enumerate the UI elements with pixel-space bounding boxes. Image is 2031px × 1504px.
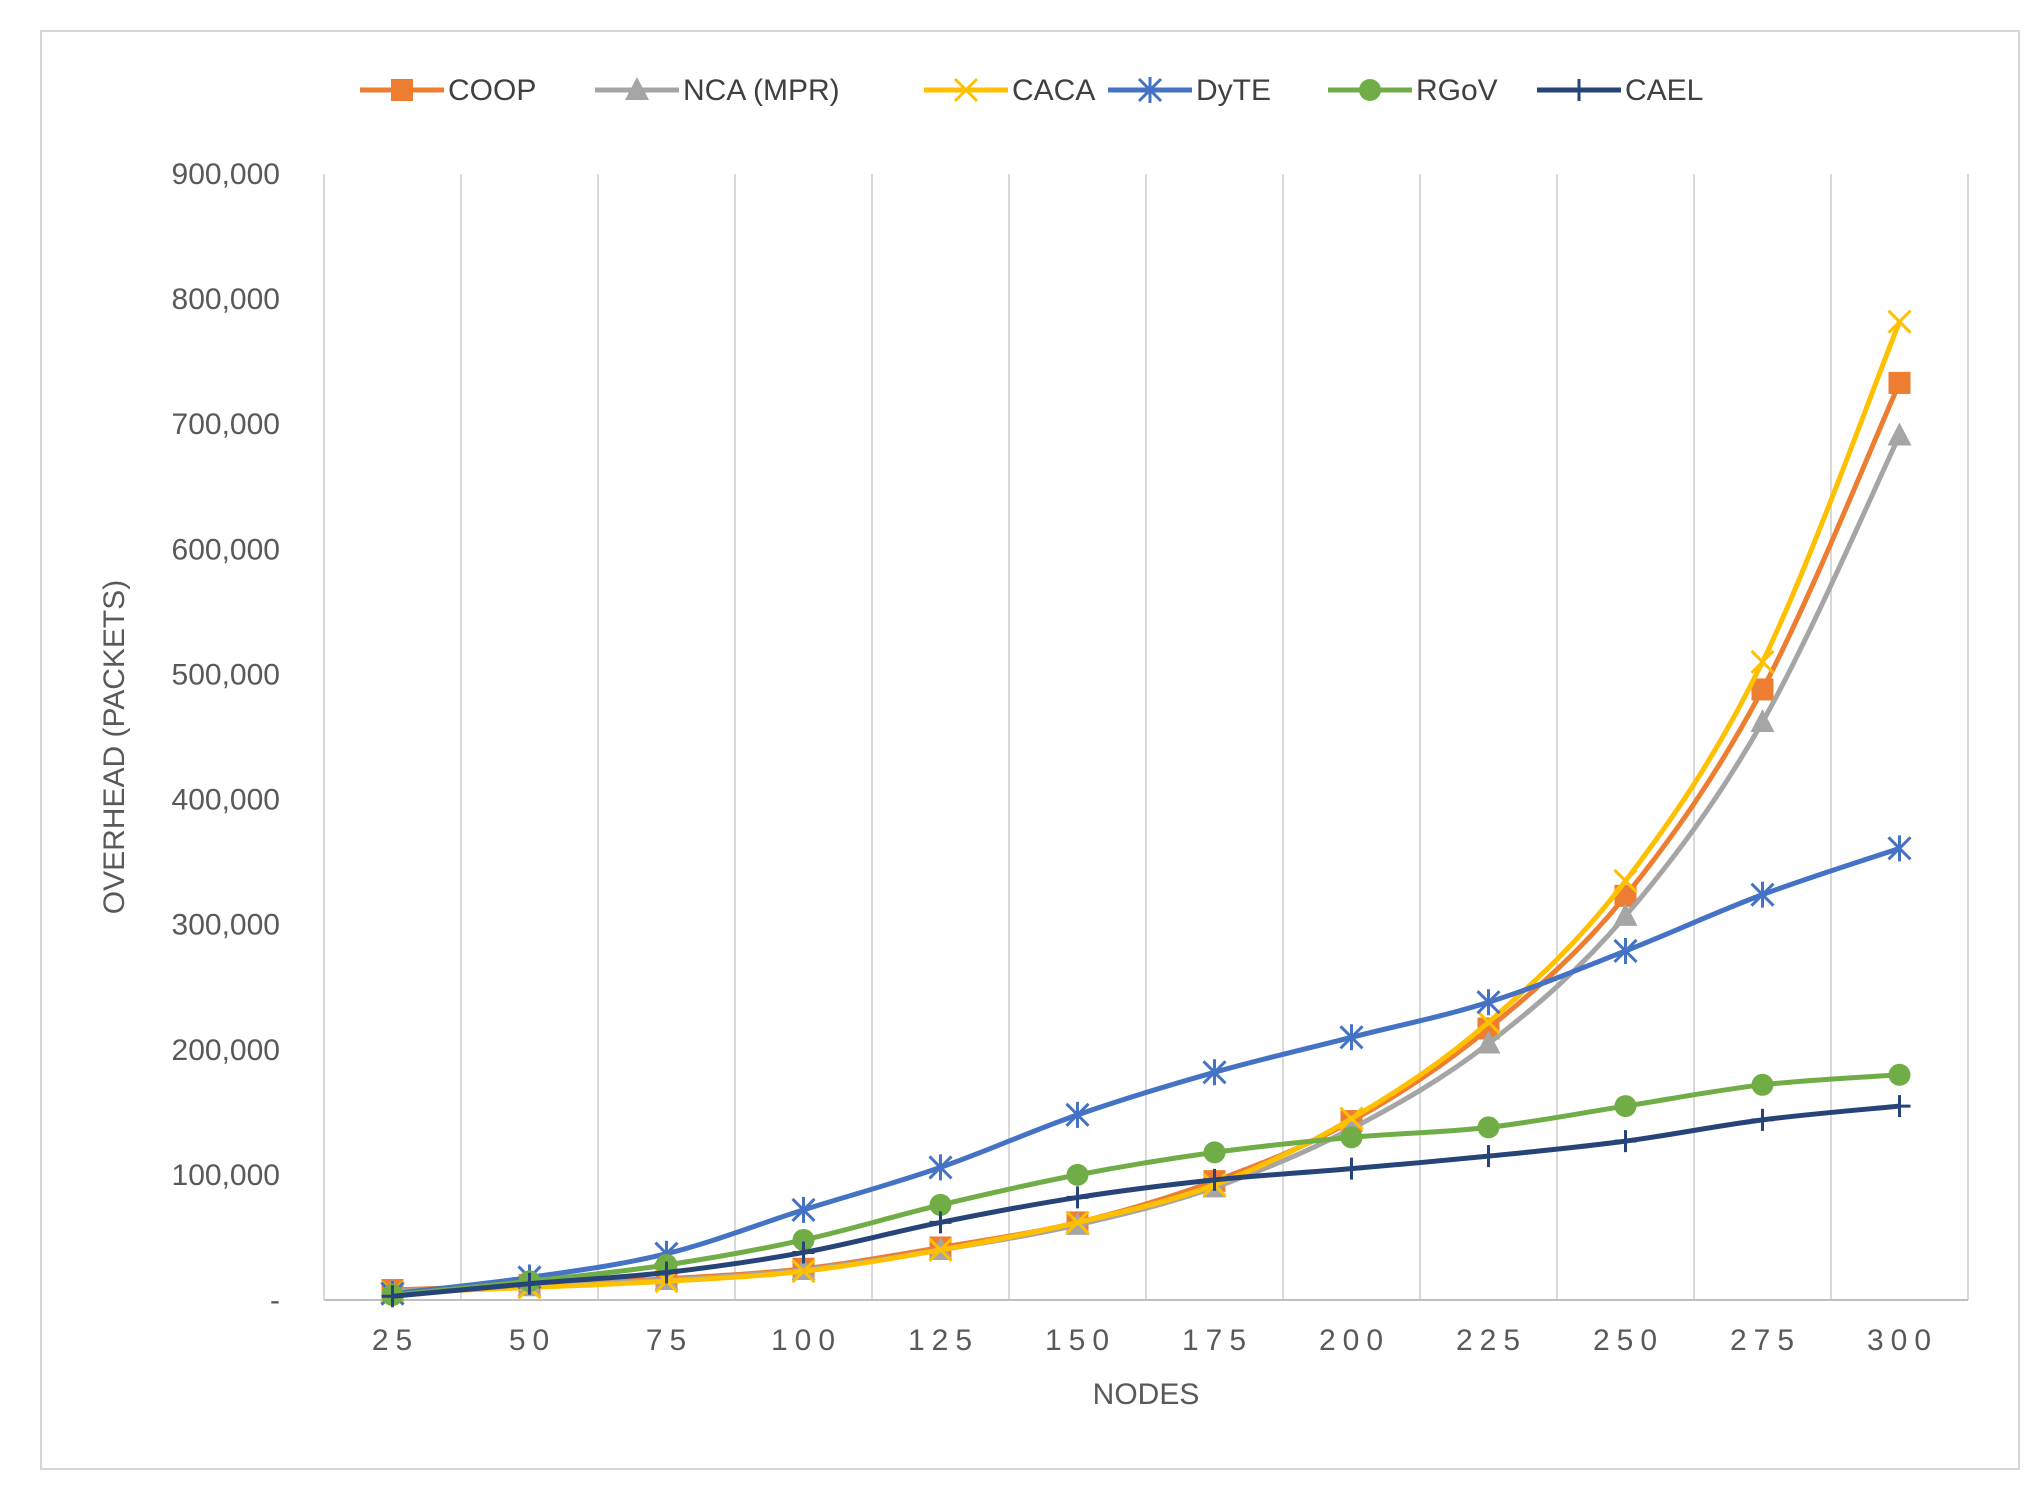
legend-marker-cael — [1568, 79, 1590, 101]
x-tick-label: 225 — [1456, 1324, 1527, 1357]
data-point-rgov — [792, 1228, 815, 1251]
data-point-rgov — [1477, 1116, 1500, 1139]
data-point-rgov — [1340, 1126, 1363, 1149]
y-tick-label: 900,000 — [172, 158, 280, 191]
gridlines — [323, 174, 1969, 1300]
data-point-caca — [1887, 309, 1912, 334]
y-tick-label: 600,000 — [172, 533, 280, 566]
line-chart: - 100,000 200,000 300,000 400,000 500,000 600,… — [98, 74, 1969, 1411]
legend-entry-nca-mpr: NCA (MPR) — [595, 74, 840, 107]
data-point-caca — [1476, 1010, 1501, 1035]
y-tick-label: 400,000 — [172, 784, 280, 817]
x-tick-labels: 25 50 75 100 125 150 175 200 225 250 275 300 — [372, 1324, 1938, 1357]
data-point-dyte — [1339, 1024, 1364, 1051]
data-point-caca — [791, 1259, 816, 1284]
data-point-dyte — [1613, 937, 1638, 964]
data-point-coop — [1477, 1017, 1500, 1040]
legend-label-nca-mpr: NCA (MPR) — [683, 74, 840, 107]
legend-entry-dyte: DyTE — [1108, 74, 1271, 107]
data-point-cael — [1203, 1168, 1226, 1191]
x-tick-label: 200 — [1319, 1324, 1390, 1357]
x-tick-label: 125 — [908, 1324, 979, 1357]
x-tick-label: 300 — [1867, 1324, 1938, 1357]
legend-marker-rgov — [1359, 79, 1381, 101]
data-point-caca — [1750, 649, 1775, 674]
legend-entry-cael: CAEL — [1537, 74, 1703, 107]
data-point-coop — [1751, 678, 1774, 701]
x-tick-label: 175 — [1182, 1324, 1253, 1357]
y-tick-label: 100,000 — [172, 1159, 280, 1192]
x-tick-label: 25 — [372, 1324, 419, 1357]
y-tick-label: 500,000 — [172, 658, 280, 691]
data-point-cael — [1477, 1145, 1500, 1168]
data-point-caca — [928, 1237, 953, 1263]
y-tick-label: - — [270, 1284, 280, 1317]
data-point-cael — [929, 1211, 952, 1234]
data-point-cael — [1614, 1130, 1637, 1153]
y-axis-title: OVERHEAD (PACKETS) — [98, 580, 131, 915]
series-line-cael — [392, 1103, 1900, 1299]
data-point-nca-mpr — [1476, 1030, 1501, 1054]
data-point-cael — [1751, 1108, 1774, 1131]
data-point-nca-mpr — [1750, 708, 1775, 732]
legend-label-dyte: DyTE — [1196, 74, 1271, 107]
legend: COOP NCA (MPR) CACA DyTE RGoV CAEL — [360, 74, 1703, 107]
legend-marker-coop — [391, 79, 413, 101]
data-point-rgov — [1203, 1141, 1226, 1164]
legend-label-coop: COOP — [448, 74, 536, 107]
x-tick-label: 275 — [1730, 1324, 1801, 1357]
data-point-caca — [1339, 1106, 1364, 1131]
data-point-cael — [1066, 1186, 1089, 1209]
x-tick-label: 50 — [509, 1324, 556, 1357]
data-point-rgov — [1066, 1163, 1089, 1186]
y-tick-label: 300,000 — [172, 909, 280, 942]
data-point-caca — [1613, 868, 1638, 893]
legend-marker-dyte — [1137, 77, 1163, 103]
data-point-nca-mpr — [1613, 902, 1638, 926]
data-point-rgov — [929, 1193, 952, 1216]
legend-entry-coop: COOP — [360, 74, 536, 107]
data-point-dyte — [1065, 1101, 1090, 1128]
x-tick-label: 100 — [771, 1324, 842, 1357]
data-point-dyte — [1202, 1059, 1227, 1086]
y-tick-label: 200,000 — [172, 1034, 280, 1067]
series-line-dyte — [392, 845, 1901, 1297]
data-point-rgov — [1888, 1063, 1911, 1086]
data-point-dyte — [1750, 881, 1775, 908]
data-point-cael — [1888, 1095, 1911, 1118]
data-point-cael — [381, 1285, 404, 1308]
legend-marker-caca — [953, 77, 979, 103]
legend-label-cael: CAEL — [1625, 74, 1703, 107]
chart-frame: - 100,000 200,000 300,000 400,000 500,000 600,… — [40, 30, 2020, 1470]
data-point-nca-mpr — [1887, 422, 1912, 446]
legend-label-caca: CACA — [1012, 74, 1095, 107]
data-point-rgov — [1751, 1073, 1774, 1096]
data-point-caca — [1065, 1210, 1090, 1235]
legend-label-rgov: RGoV — [1416, 74, 1498, 107]
data-point-rgov — [1614, 1095, 1637, 1118]
data-point-dyte — [1476, 989, 1501, 1016]
data-point-dyte — [928, 1154, 953, 1181]
series-group — [380, 309, 1912, 1308]
x-axis-title: NODES — [1093, 1378, 1200, 1411]
x-tick-label: 150 — [1045, 1324, 1116, 1357]
data-point-dyte — [1887, 835, 1912, 862]
y-tick-label: 700,000 — [172, 408, 280, 441]
series-rgov — [381, 1063, 1911, 1306]
legend-marker-nca-mpr — [625, 77, 649, 100]
data-point-cael — [792, 1241, 815, 1264]
legend-entry-rgov: RGoV — [1328, 74, 1498, 107]
series-cael — [381, 1095, 1911, 1308]
series-line-rgov — [392, 1072, 1900, 1298]
legend-entry-caca: CACA — [924, 74, 1095, 107]
data-point-cael — [655, 1261, 678, 1284]
x-tick-label: 250 — [1593, 1324, 1664, 1357]
data-point-dyte — [791, 1196, 816, 1223]
data-point-cael — [1340, 1157, 1363, 1180]
y-tick-labels: - 100,000 200,000 300,000 400,000 500,000 600,… — [172, 158, 280, 1317]
data-point-coop — [1888, 371, 1911, 394]
y-tick-label: 800,000 — [172, 283, 280, 316]
data-point-cael — [518, 1272, 541, 1295]
x-tick-label: 75 — [646, 1324, 693, 1357]
